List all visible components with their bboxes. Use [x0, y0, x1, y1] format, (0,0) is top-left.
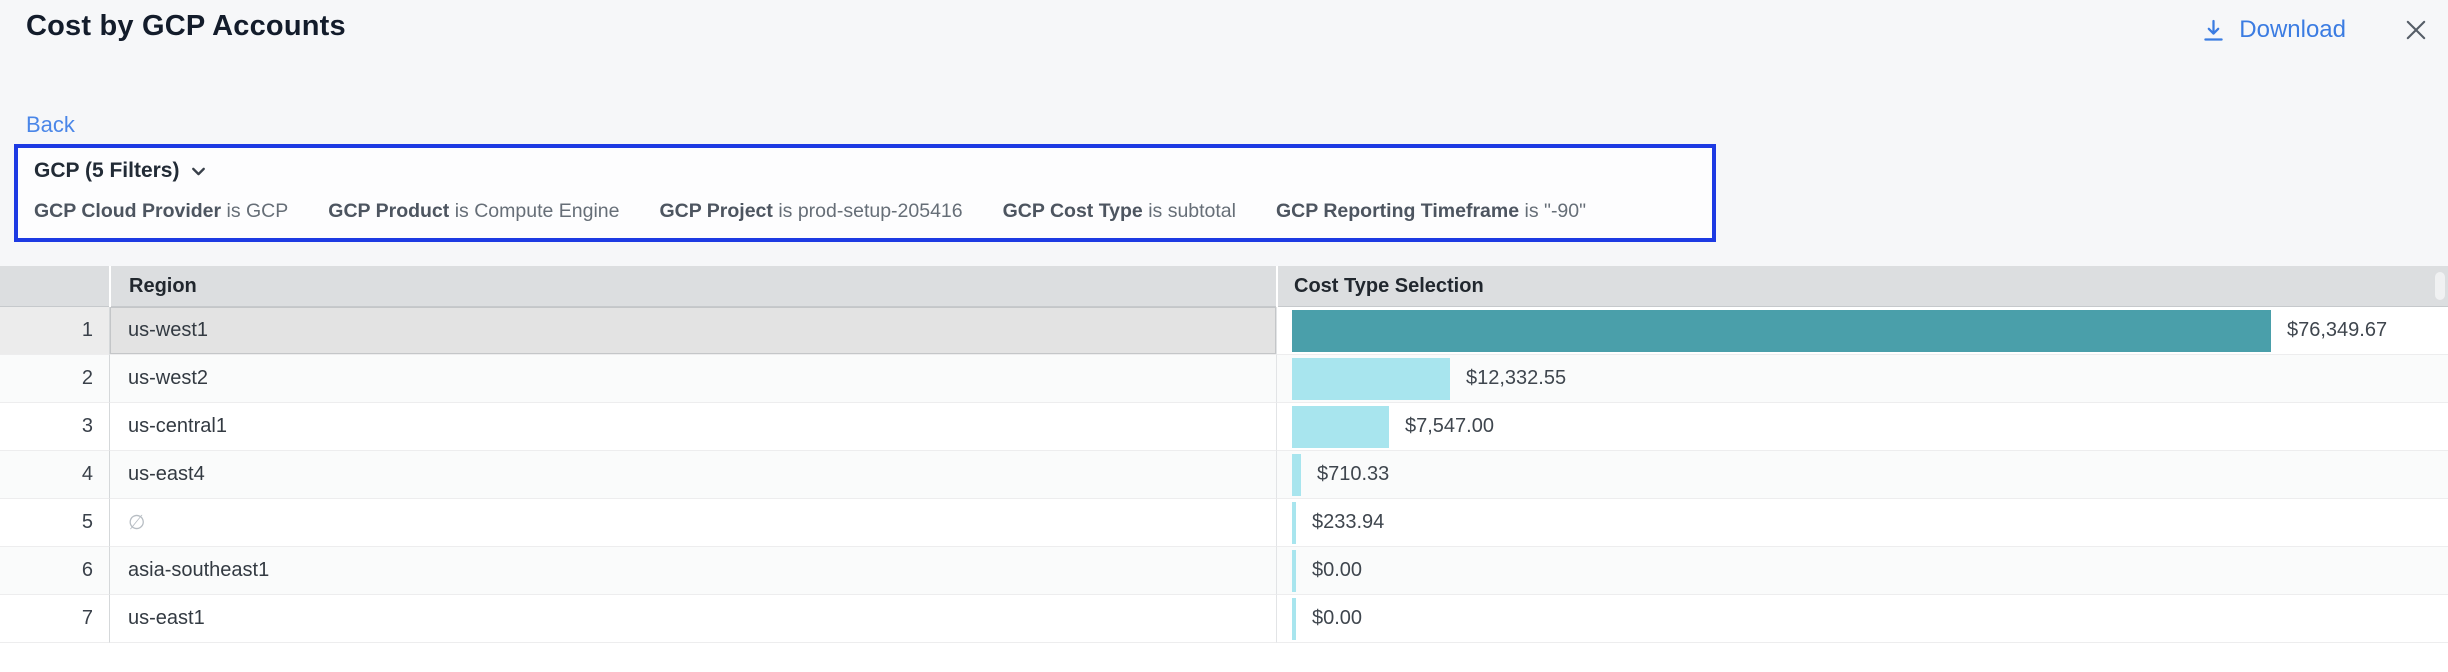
- filter-summary-label: GCP (5 Filters): [34, 159, 179, 183]
- row-number-cell: 2: [0, 355, 110, 403]
- table-header-row: Region Cost Type Selection: [0, 266, 2448, 307]
- cost-table: Region Cost Type Selection 1 us-west1 $7…: [0, 266, 2448, 672]
- cost-bar: [1292, 502, 1296, 544]
- cost-cell[interactable]: $710.33: [1277, 451, 2448, 499]
- row-number-cell: 4: [0, 451, 110, 499]
- filter-chip[interactable]: GCP Product is Compute Engine: [328, 200, 619, 223]
- cost-cell[interactable]: $76,349.67: [1277, 307, 2448, 355]
- filter-condition: is GCP: [227, 200, 289, 222]
- filter-summary-toggle[interactable]: GCP (5 Filters): [34, 159, 209, 183]
- download-label: Download: [2239, 16, 2346, 44]
- cost-bar: [1292, 358, 1450, 400]
- filter-panel: GCP (5 Filters) GCP Cloud Provider is GC…: [14, 144, 1716, 242]
- cost-bar: [1292, 598, 1296, 640]
- close-icon: [2402, 16, 2430, 44]
- close-button[interactable]: [2402, 16, 2430, 44]
- download-icon: [2200, 17, 2227, 44]
- region-cell[interactable]: us-west1: [110, 307, 1277, 355]
- filter-field: GCP Product: [328, 200, 449, 222]
- filter-chip[interactable]: GCP Project is prod-setup-205416: [659, 200, 962, 223]
- cost-value-label: $12,332.55: [1466, 367, 1566, 390]
- filter-chip-list: GCP Cloud Provider is GCP GCP Product is…: [34, 200, 1696, 223]
- region-cell[interactable]: ∅: [110, 499, 1277, 547]
- cost-value-label: $0.00: [1312, 559, 1362, 582]
- cost-bar: [1292, 454, 1301, 496]
- row-number-cell: 5: [0, 499, 110, 547]
- table-row[interactable]: 6 asia-southeast1 $0.00: [0, 547, 2448, 595]
- cost-type-column-header[interactable]: Cost Type Selection: [1278, 266, 2448, 307]
- table-body: 1 us-west1 $76,349.67 2 us-west2 $12,332…: [0, 307, 2448, 643]
- region-cell[interactable]: us-east1: [110, 595, 1277, 643]
- filter-condition: is Compute Engine: [455, 200, 620, 222]
- region-column-header[interactable]: Region: [111, 266, 1276, 307]
- row-number-cell: 6: [0, 547, 110, 595]
- filter-chip[interactable]: GCP Reporting Timeframe is "-90": [1276, 200, 1586, 223]
- cost-bar: [1292, 550, 1296, 592]
- table-row[interactable]: 2 us-west2 $12,332.55: [0, 355, 2448, 403]
- cost-bar: [1292, 310, 2271, 352]
- chevron-down-icon: [188, 161, 209, 182]
- cost-value-label: $76,349.67: [2287, 319, 2387, 342]
- row-number-cell: 7: [0, 595, 110, 643]
- filter-condition: is "-90": [1525, 200, 1587, 222]
- region-cell[interactable]: us-east4: [110, 451, 1277, 499]
- page-title: Cost by GCP Accounts: [26, 10, 346, 43]
- row-number-cell: 3: [0, 403, 110, 451]
- region-cell[interactable]: us-west2: [110, 355, 1277, 403]
- cost-cell[interactable]: $0.00: [1277, 547, 2448, 595]
- row-number-cell: 1: [0, 307, 110, 355]
- row-number-column-header: [0, 266, 109, 307]
- filter-field: GCP Cloud Provider: [34, 200, 221, 222]
- filter-field: GCP Reporting Timeframe: [1276, 200, 1519, 222]
- cost-bar: [1292, 406, 1389, 448]
- cost-value-label: $7,547.00: [1405, 415, 1494, 438]
- top-actions: Download: [2200, 16, 2430, 44]
- scrollbar-thumb[interactable]: [2435, 272, 2445, 300]
- back-link[interactable]: Back: [26, 112, 75, 138]
- cost-value-label: $0.00: [1312, 607, 1362, 630]
- cost-type-column-label: Cost Type Selection: [1294, 275, 1484, 298]
- table-row[interactable]: 3 us-central1 $7,547.00: [0, 403, 2448, 451]
- table-row[interactable]: 5 ∅ $233.94: [0, 499, 2448, 547]
- filter-condition: is subtotal: [1148, 200, 1236, 222]
- download-button[interactable]: Download: [2200, 16, 2346, 44]
- cost-cell[interactable]: $12,332.55: [1277, 355, 2448, 403]
- cost-cell[interactable]: $233.94: [1277, 499, 2448, 547]
- cost-value-label: $233.94: [1312, 511, 1384, 534]
- cost-cell[interactable]: $0.00: [1277, 595, 2448, 643]
- table-row[interactable]: 1 us-west1 $76,349.67: [0, 307, 2448, 355]
- filter-chip[interactable]: GCP Cost Type is subtotal: [1003, 200, 1236, 223]
- filter-chip[interactable]: GCP Cloud Provider is GCP: [34, 200, 288, 223]
- table-row[interactable]: 4 us-east4 $710.33: [0, 451, 2448, 499]
- filter-field: GCP Cost Type: [1003, 200, 1143, 222]
- cost-value-label: $710.33: [1317, 463, 1389, 486]
- table-row[interactable]: 7 us-east1 $0.00: [0, 595, 2448, 643]
- region-cell[interactable]: us-central1: [110, 403, 1277, 451]
- filter-condition: is prod-setup-205416: [778, 200, 962, 222]
- region-cell[interactable]: asia-southeast1: [110, 547, 1277, 595]
- cost-cell[interactable]: $7,547.00: [1277, 403, 2448, 451]
- filter-field: GCP Project: [659, 200, 772, 222]
